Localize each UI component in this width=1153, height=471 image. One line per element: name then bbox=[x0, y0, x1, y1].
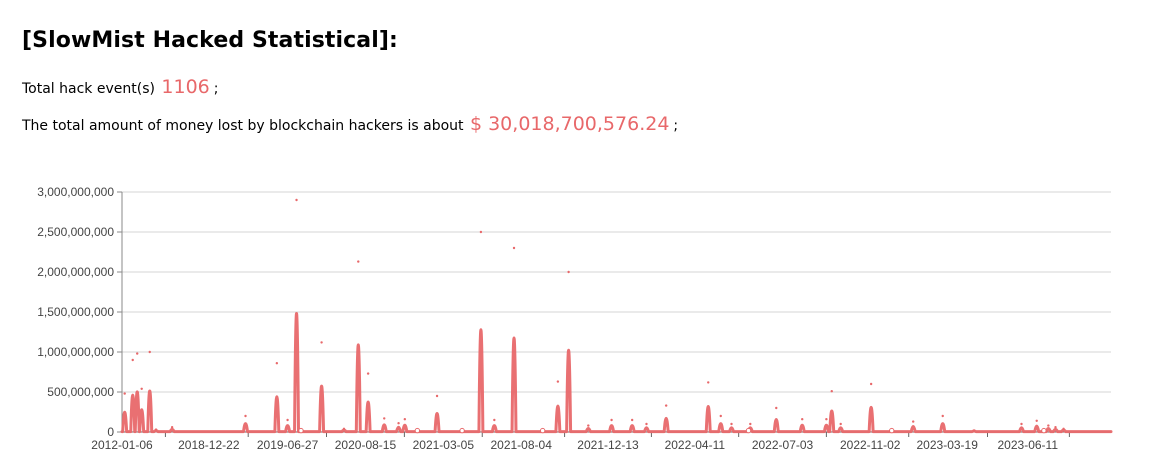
data-point bbox=[630, 418, 634, 422]
y-tick-label: 1,000,000,000 bbox=[37, 345, 114, 359]
data-point bbox=[342, 427, 346, 430]
data-point bbox=[941, 414, 944, 418]
data-point bbox=[403, 418, 407, 421]
baseline-marker bbox=[459, 427, 465, 434]
x-tick-label: 2023-03-19 bbox=[917, 438, 979, 452]
total-money-suffix: ; bbox=[673, 118, 679, 134]
y-tick-label: 3,000,000,000 bbox=[37, 185, 114, 199]
data-point bbox=[730, 422, 733, 426]
x-tick-label: 2022-07-03 bbox=[752, 438, 814, 452]
x-tick-label: 2021-12-13 bbox=[577, 438, 639, 452]
total-events-value: 1106 bbox=[161, 76, 210, 98]
y-tick-label: 2,500,000,000 bbox=[37, 225, 114, 239]
data-point bbox=[869, 382, 873, 386]
data-point bbox=[645, 422, 648, 426]
data-point bbox=[801, 418, 804, 421]
x-tick-label: 2012-01-06 bbox=[91, 438, 153, 452]
data-point bbox=[140, 387, 143, 390]
data-point bbox=[479, 230, 483, 234]
x-tick-label: 2021-03-05 bbox=[413, 438, 475, 452]
y-tick-label: 2,000,000,000 bbox=[37, 265, 114, 279]
data-point bbox=[1020, 422, 1023, 426]
data-point bbox=[295, 198, 298, 202]
x-tick-label: 2020-08-15 bbox=[335, 438, 397, 452]
x-tick-label: 2021-08-04 bbox=[490, 438, 552, 452]
data-point bbox=[397, 422, 400, 425]
x-tick-label: 2022-11-02 bbox=[840, 438, 901, 452]
total-money-line: The total amount of money lost by blockc… bbox=[22, 113, 678, 135]
total-money-label: The total amount of money lost by blockc… bbox=[22, 118, 464, 134]
y-axis: 0 500,000,000 1,000,000,000 1,500,000,000 2,… bbox=[37, 185, 123, 439]
total-events-suffix: ; bbox=[213, 81, 219, 97]
data-point bbox=[123, 392, 126, 395]
data-point bbox=[512, 246, 516, 250]
baseline-marker bbox=[1041, 427, 1047, 434]
page-title: [SlowMist Hacked Statistical]: bbox=[22, 28, 398, 53]
data-point bbox=[1035, 419, 1038, 422]
data-point bbox=[719, 414, 722, 418]
data-point bbox=[587, 424, 590, 427]
total-money-value: $ 30,018,700,576.24 bbox=[469, 113, 670, 135]
x-tick-label: 2018-12-22 bbox=[178, 438, 240, 452]
data-point bbox=[275, 362, 279, 365]
data-point bbox=[1054, 426, 1057, 429]
data-point bbox=[320, 341, 323, 344]
x-axis: 2012-01-06 2018-12-22 2019-06-27 2020-08-15… bbox=[91, 431, 1111, 452]
y-tick-label: 0 bbox=[107, 425, 114, 439]
hack-amount-line-chart: 0 500,000,000 1,000,000,000 1,500,000,000 2,… bbox=[37, 185, 1113, 452]
data-point bbox=[357, 260, 360, 263]
baseline-marker bbox=[745, 427, 752, 434]
y-tick-label: 1,500,000,000 bbox=[37, 305, 114, 319]
data-point bbox=[610, 418, 613, 422]
data-point bbox=[749, 422, 752, 426]
data-point bbox=[1047, 424, 1050, 427]
data-point bbox=[912, 420, 915, 423]
total-events-line: Total hack event(s) 1106; bbox=[22, 76, 218, 98]
data-point bbox=[154, 428, 158, 431]
data-point bbox=[131, 358, 134, 362]
data-point bbox=[435, 394, 439, 398]
data-point bbox=[567, 270, 570, 274]
data-point bbox=[664, 404, 668, 407]
baseline-marker bbox=[414, 427, 421, 434]
data-point bbox=[1062, 427, 1065, 430]
data-point bbox=[148, 350, 151, 354]
baseline-marker bbox=[298, 427, 304, 434]
data-point bbox=[830, 390, 833, 393]
total-events-label: Total hack event(s) bbox=[22, 81, 155, 97]
x-tick-label: 2019-06-27 bbox=[257, 438, 319, 452]
data-point bbox=[170, 426, 174, 429]
data-point bbox=[839, 422, 842, 426]
grid-lines bbox=[122, 191, 1111, 433]
data-point bbox=[383, 417, 386, 420]
data-point bbox=[136, 352, 139, 355]
data-point bbox=[493, 418, 496, 422]
series-layer bbox=[120, 198, 1113, 434]
data-point bbox=[775, 406, 778, 410]
x-tick-label: 2022-04-11 bbox=[665, 438, 726, 452]
series-line bbox=[120, 311, 1113, 434]
x-tick-label: 2023-06-11 bbox=[998, 438, 1059, 452]
baseline-marker bbox=[889, 427, 895, 434]
data-point bbox=[707, 381, 710, 384]
data-point bbox=[366, 372, 370, 375]
baseline-marker bbox=[539, 427, 546, 434]
y-tick-label: 500,000,000 bbox=[47, 385, 114, 399]
data-point bbox=[972, 429, 976, 432]
data-point bbox=[825, 418, 828, 421]
data-point bbox=[556, 380, 560, 383]
data-point bbox=[244, 414, 247, 418]
data-point bbox=[286, 418, 289, 422]
